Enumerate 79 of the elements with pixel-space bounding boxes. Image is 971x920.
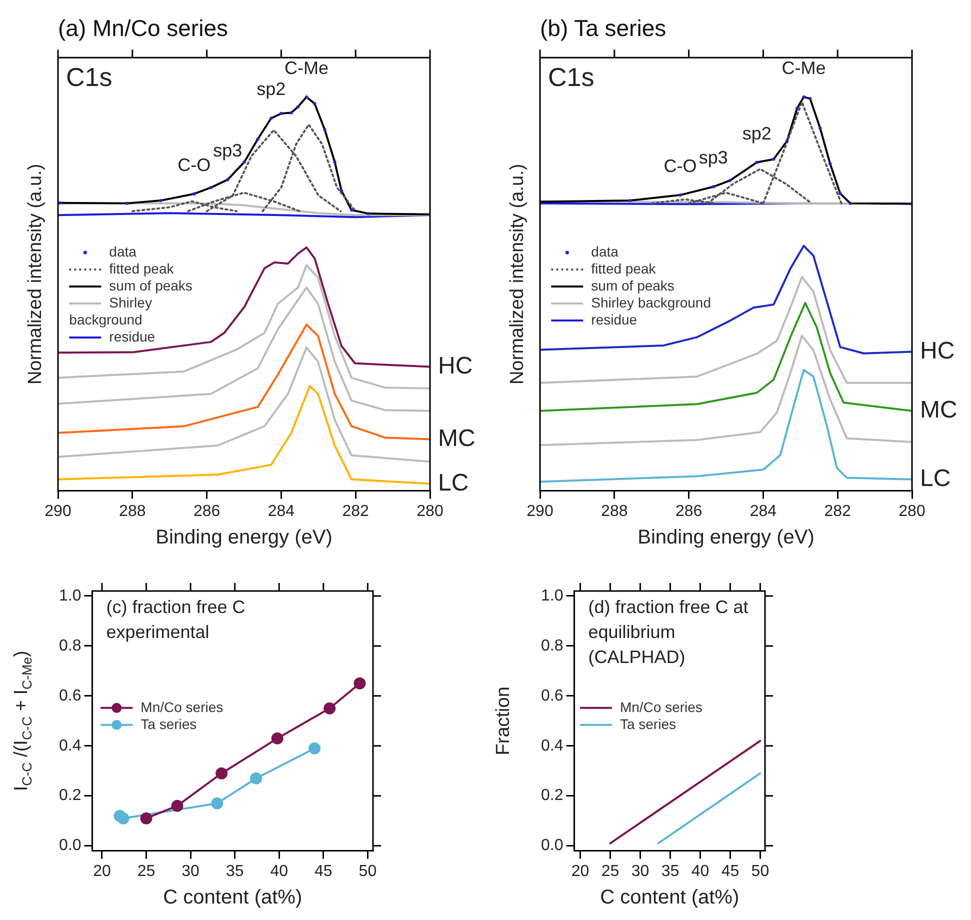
x-tick-label: 286 [675,502,702,520]
legend-label: fitted peak [591,260,657,276]
x-tick-label: 50 [358,862,377,880]
x-tick-label: 50 [751,862,770,880]
x-tick-label: 280 [898,502,926,520]
x-axis-title: Binding energy (eV) [638,526,814,549]
annotation: LC [920,465,951,492]
x-tick-label: 282 [342,502,370,520]
text: (d) fraction free C at equilibrium (CALPHAD) [588,596,748,667]
annotation: C-O [178,154,211,175]
y-tick-label: 0.6 [58,687,82,704]
y-tick-label: 0.4 [58,737,82,754]
y-tick-label: 0.4 [540,737,564,754]
x-tick-label: 30 [182,862,200,880]
x-tick-label: 35 [661,862,680,880]
text: C1s [548,62,594,92]
x-axis-title: Binding energy (eV) [156,526,332,549]
y-tick-label: 0.6 [540,687,564,704]
y-tick-label: 1.0 [58,587,82,604]
legend-label: Ta series [140,716,197,732]
y-axis-title: Normalized intensity (a.u.) [507,164,528,385]
x-tick-label: 40 [691,862,710,880]
x-tick-label: 288 [601,502,628,520]
y-tick-label: 0.2 [58,787,82,804]
annotation: MC [438,424,476,452]
legend-label: sum of peaks [591,277,674,294]
x-axis-title: C content (at%) [600,886,740,909]
legend-label: residue [109,328,156,344]
x-tick-label: 45 [721,862,740,880]
annotation: sp3 [698,148,728,168]
legend-label: data [591,243,619,260]
x-tick-label: 20 [571,862,590,880]
x-tick-label: 284 [268,502,295,520]
x-tick-label: 20 [93,862,111,880]
legend-label: fitted peak [109,260,175,276]
legend-label: Ta series [620,716,676,732]
annotation: HC [438,352,473,380]
x-tick-label: 30 [631,862,650,880]
x-tick-label: 25 [601,862,620,880]
y-axis-title: IC-C /(IC-C + IC-Me) [11,650,34,792]
x-tick-label: 288 [119,502,146,520]
x-tick-label: 45 [314,862,332,880]
legend-label: sum of peaks [109,277,192,294]
y-tick-label: 0.0 [58,837,82,854]
x-tick-label: 290 [526,502,554,520]
y-axis-title: Normalized intensity (a.u.) [25,164,46,385]
annotation: sp2 [256,79,286,100]
text: (c) fraction free C experimental [106,596,246,642]
legend-label: residue [591,311,638,328]
annotation: HC [920,337,955,364]
x-tick-label: 280 [416,502,444,520]
annotation: sp3 [213,140,242,161]
legend-label: Mn/Co series [620,698,702,715]
x-tick-label: 290 [44,502,72,520]
text: C1s [66,62,112,92]
chart-title: (b) Ta series [540,15,666,42]
y-tick-label: 0.8 [540,637,564,654]
x-tick-label: 40 [270,862,288,880]
annotation: C-Me [284,58,328,78]
x-tick-label: 286 [193,502,220,520]
annotation: LC [438,469,469,496]
y-tick-label: 1.0 [540,587,564,604]
x-tick-label: 35 [226,862,244,880]
annotation: C-Me [782,58,826,78]
legend-label: Shirley background [591,294,712,310]
chart-title: (a) Mn/Co series [58,15,228,42]
y-axis-title: Fraction [493,686,514,756]
annotation: C-O [664,156,697,176]
annotation: sp2 [742,123,772,144]
legend-label: data [109,243,137,260]
y-tick-label: 0.2 [540,787,564,804]
x-tick-label: 284 [750,502,777,520]
annotation: MC [920,396,958,424]
y-tick-label: 0.8 [58,637,82,654]
legend-label: Mn/Co series [140,698,224,715]
x-tick-label: 25 [137,862,156,880]
x-axis-title: C content (at%) [163,886,302,909]
x-tick-label: 282 [824,502,852,520]
y-tick-label: 0.0 [540,837,564,854]
